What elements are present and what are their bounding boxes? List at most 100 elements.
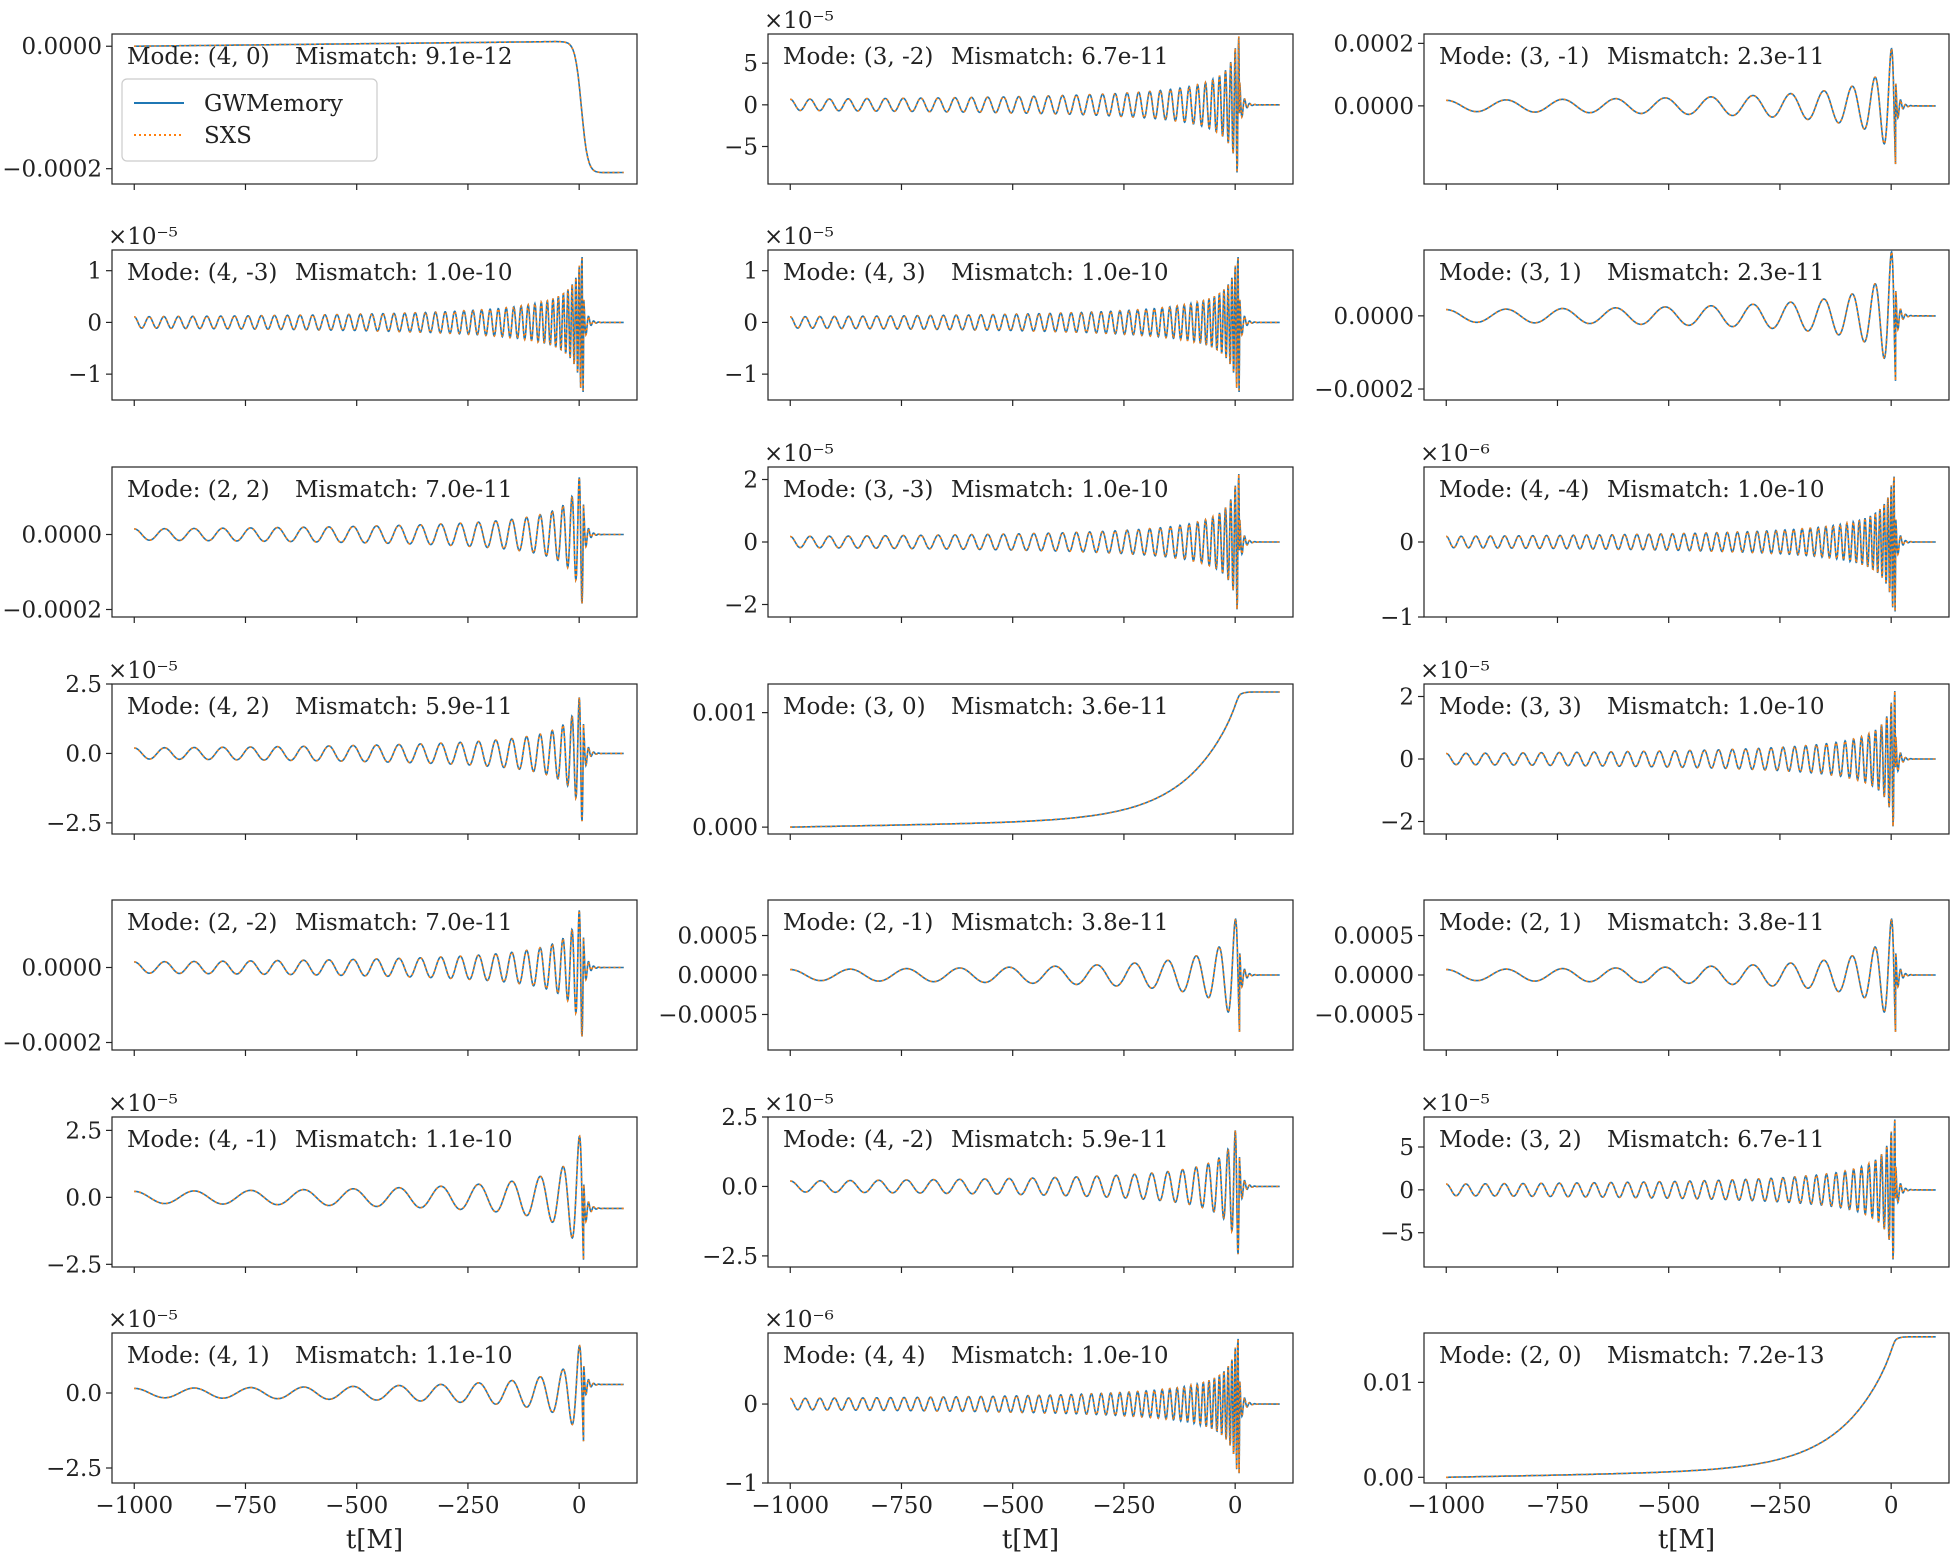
legend: GWMemory SXS — [121, 78, 378, 162]
y-tick-label: −1 — [724, 1471, 758, 1497]
mismatch-label: Mismatch: 1.0e-10 — [951, 260, 1168, 286]
mode-label: Mode: (3, -2) — [783, 44, 933, 70]
y-tick-label: 5 — [1399, 1135, 1414, 1161]
legend-label: GWMemory — [204, 91, 343, 117]
y-tick-label: 0.0005 — [678, 924, 758, 950]
y-multiplier: ×10⁻⁵ — [1420, 658, 1490, 684]
mode-label: Mode: (3, 1) — [1439, 260, 1582, 286]
y-tick-label: 0 — [743, 310, 758, 336]
x-tick-label: −1000 — [1407, 1493, 1485, 1519]
mode-label: Mode: (3, -1) — [1439, 44, 1589, 70]
y-tick-label: 0.001 — [692, 701, 758, 727]
y-tick-label: 0.0 — [65, 741, 102, 767]
y-tick-label: −2 — [1380, 810, 1414, 836]
y-tick-label: −0.0002 — [2, 1031, 102, 1057]
y-multiplier: ×10⁻⁵ — [764, 8, 834, 34]
x-tick-label: −500 — [1637, 1493, 1700, 1519]
y-tick-label: 2.5 — [721, 1105, 758, 1131]
plot-frame — [111, 899, 638, 1051]
y-tick-label: 0.0 — [65, 1185, 102, 1211]
panel-14: 0.0005 0.0000 −0.0005 Mode: (2, -1) Mismatch… — [658, 899, 1294, 1056]
series-sxs — [790, 691, 1280, 828]
panel-16: 2.5 0.0 −2.5 ×10⁻⁵ Mode: (4, -1) Mismatch: 1.… — [46, 1091, 638, 1278]
y-tick-label: 5 — [743, 51, 758, 77]
y-tick-label: −2.5 — [46, 1252, 102, 1278]
y-tick-label: 0.0000 — [22, 523, 102, 549]
y-tick-label: 0 — [743, 93, 758, 119]
x-tick-label: 0 — [1228, 1493, 1243, 1519]
y-tick-label: 2.5 — [65, 672, 102, 698]
panel-3: 0.0002 0.0000 Mode: (3, -1) Mismatch: 2.3e-… — [1334, 31, 1950, 190]
mode-label: Mode: (2, 2) — [127, 477, 270, 503]
y-tick-label: −0.0005 — [1314, 1002, 1414, 1028]
mismatch-label: Mismatch: 5.9e-11 — [951, 1127, 1168, 1153]
y-multiplier: ×10⁻⁵ — [108, 658, 178, 684]
y-multiplier: ×10⁻⁵ — [108, 1091, 178, 1117]
x-tick-label: −750 — [1526, 1493, 1589, 1519]
x-tick-label: 0 — [1884, 1493, 1899, 1519]
series-sxs — [134, 697, 624, 822]
y-tick-label: 0.0000 — [1334, 963, 1414, 989]
mismatch-label: Mismatch: 7.0e-11 — [295, 910, 512, 936]
y-tick-label: 2 — [1399, 685, 1414, 711]
x-tick-label: −250 — [1092, 1493, 1155, 1519]
y-tick-label: 0 — [87, 310, 102, 336]
y-multiplier: ×10⁻⁵ — [1420, 1091, 1490, 1117]
panel-18: 5 0 −5 ×10⁻⁵ Mode: (3, 2) Mismatch: 6.7e-11 — [1380, 1091, 1950, 1273]
panel-20: −1000 −750 −500 −250 0 0 −1 ×10⁻⁶ Mode: (4, 4) Mi… — [724, 1307, 1294, 1519]
y-tick-label: −5 — [724, 135, 758, 161]
x-tick-label: −250 — [436, 1493, 499, 1519]
mismatch-label: Mismatch: 1.0e-10 — [1607, 694, 1824, 720]
y-multiplier: ×10⁻⁵ — [764, 224, 834, 250]
y-tick-label: −0.0002 — [2, 598, 102, 624]
y-tick-label: 0.0 — [721, 1174, 758, 1200]
series-gwmemory — [790, 256, 1280, 393]
mismatch-label: Mismatch: 7.2e-13 — [1607, 1343, 1824, 1369]
plot-frame — [111, 466, 638, 618]
y-tick-label: −1 — [1380, 605, 1414, 631]
x-tick-label: −1000 — [751, 1493, 829, 1519]
y-tick-label: 0 — [1399, 1178, 1414, 1204]
panel-10: 2.5 0.0 −2.5 ×10⁻⁵ Mode: (4, 2) Mismatch: 5.9… — [46, 658, 638, 840]
mismatch-label: Mismatch: 3.6e-11 — [951, 694, 1168, 720]
series-sxs — [1446, 250, 1936, 381]
mode-label: Mode: (4, -1) — [127, 1127, 277, 1153]
panel-7: 0.0000 −0.0002 Mode: (2, 2) Mismatch: 7.0e-… — [2, 466, 638, 624]
y-tick-label: −1 — [724, 362, 758, 388]
y-multiplier: ×10⁻⁵ — [108, 1307, 178, 1333]
panel-6: 0.0000 −0.0002 Mode: (3, 1) Mismatch: 2.3e-… — [1314, 249, 1950, 406]
y-tick-label: 0.0000 — [1334, 304, 1414, 330]
series-sxs — [134, 910, 624, 1037]
panel-13: 0.0000 −0.0002 Mode: (2, -2) Mismatch: 7.0e… — [2, 899, 638, 1057]
y-tick-label: 0.0005 — [1334, 924, 1414, 950]
mode-label: Mode: (2, 0) — [1439, 1343, 1582, 1369]
series-gwmemory — [790, 36, 1280, 173]
plot-frame — [1423, 899, 1950, 1051]
series-sxs — [790, 1130, 1280, 1255]
panel-17: 2.5 0.0 −2.5 ×10⁻⁵ Mode: (4, -2) Mismatch: 5.… — [702, 1091, 1294, 1273]
mode-label: Mode: (4, -3) — [127, 260, 277, 286]
y-multiplier: ×10⁻⁵ — [764, 1091, 834, 1117]
panel-5: 1 0 −1 ×10⁻⁵ Mode: (4, 3) Mismatch: 1.0e-10 — [724, 224, 1294, 406]
y-tick-label: −2.5 — [46, 1456, 102, 1482]
y-multiplier: ×10⁻⁵ — [764, 441, 834, 467]
y-tick-label: 0.0000 — [678, 963, 758, 989]
y-tick-label: 0 — [1399, 530, 1414, 556]
x-tick-label: −500 — [325, 1493, 388, 1519]
mismatch-label: Mismatch: 1.0e-10 — [951, 477, 1168, 503]
y-tick-label: 0 — [743, 530, 758, 556]
mismatch-label: Mismatch: 1.0e-10 — [295, 260, 512, 286]
series-sxs — [134, 1134, 624, 1260]
y-tick-label: −5 — [1380, 1221, 1414, 1247]
panel-2: 5 0 −5 ×10⁻⁵ Mode: (3, -2) Mismatch: 6.7e-11 — [724, 8, 1294, 190]
x-tick-label: −500 — [981, 1493, 1044, 1519]
y-tick-label: 1 — [87, 259, 102, 285]
plot-frame — [767, 899, 1294, 1051]
y-tick-label: 0 — [743, 1392, 758, 1418]
y-tick-label: 2 — [743, 468, 758, 494]
mismatch-label: Mismatch: 1.0e-10 — [1607, 477, 1824, 503]
mode-label: Mode: (4, 2) — [127, 694, 270, 720]
mode-label: Mode: (4, 0) — [127, 44, 270, 70]
mismatch-label: Mismatch: 2.3e-11 — [1607, 260, 1824, 286]
